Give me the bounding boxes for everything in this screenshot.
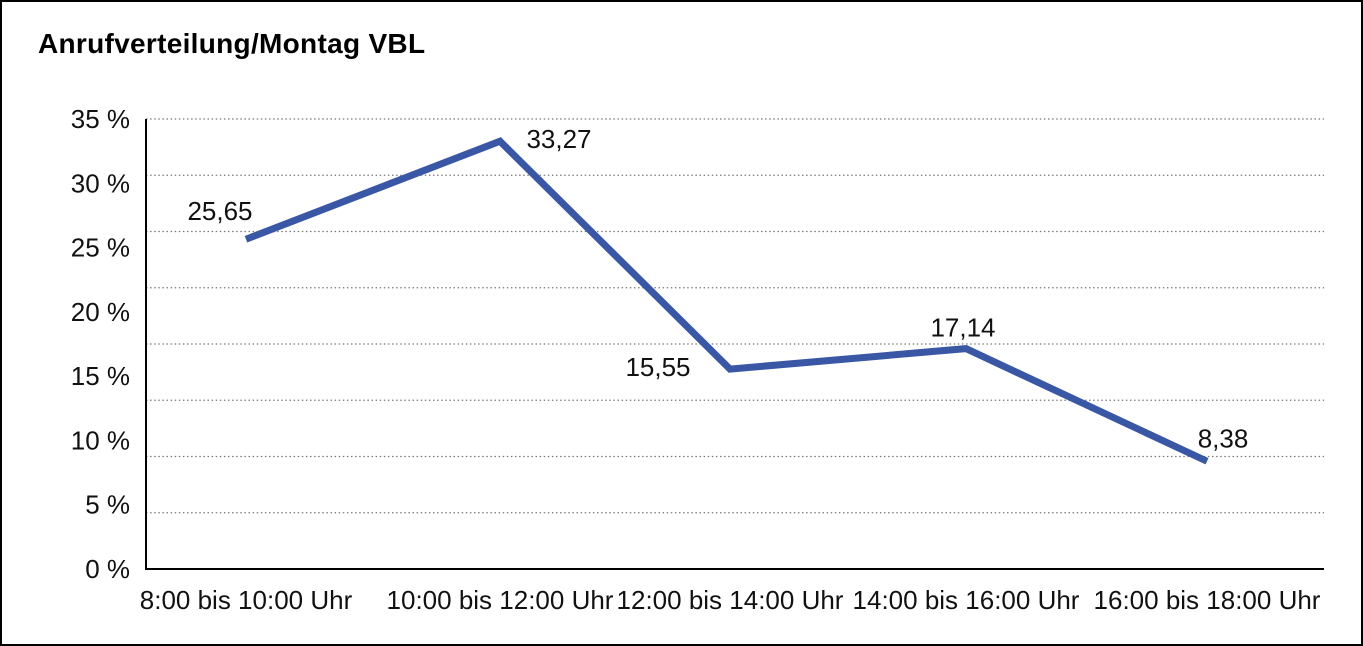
y-tick-label: 20 % bbox=[71, 297, 130, 327]
x-category-label: 14:00 bis 16:00 Uhr bbox=[853, 585, 1080, 615]
x-category-label: 16:00 bis 18:00 Uhr bbox=[1094, 585, 1321, 615]
y-tick-label: 35 % bbox=[71, 104, 130, 134]
x-category-label: 12:00 bis 14:00 Uhr bbox=[617, 585, 844, 615]
data-point-label: 25,65 bbox=[187, 196, 252, 226]
y-tick-label: 5 % bbox=[85, 490, 130, 520]
x-category-label: 10:00 bis 12:00 Uhr bbox=[387, 585, 614, 615]
x-category-label: 8:00 bis 10:00 Uhr bbox=[140, 585, 353, 615]
data-point-label: 8,38 bbox=[1198, 423, 1249, 453]
y-tick-label: 10 % bbox=[71, 425, 130, 455]
y-tick-label: 25 % bbox=[71, 233, 130, 263]
data-line bbox=[244, 137, 1209, 465]
y-tick-label: 15 % bbox=[71, 361, 130, 391]
data-point-label: 17,14 bbox=[930, 313, 995, 343]
y-tick-label: 30 % bbox=[71, 168, 130, 198]
data-point-label: 33,27 bbox=[526, 124, 591, 154]
data-point-label: 15,55 bbox=[625, 352, 690, 382]
chart-title: Anrufverteilung/Montag VBL bbox=[38, 28, 426, 59]
y-tick-label: 0 % bbox=[85, 554, 130, 584]
